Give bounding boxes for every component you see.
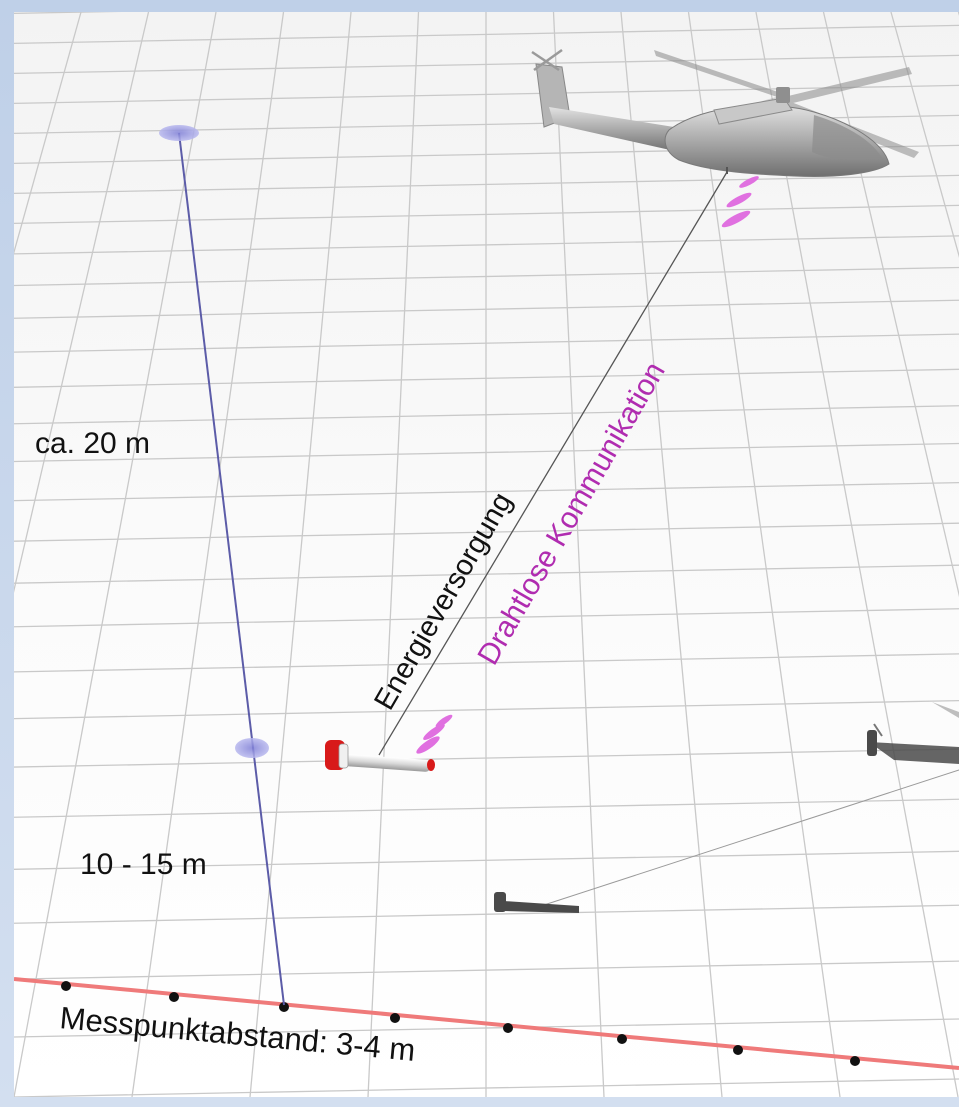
shadow-cable bbox=[543, 769, 959, 906]
measurement-point bbox=[279, 1002, 289, 1012]
measurement-point bbox=[617, 1034, 627, 1044]
measurement-point bbox=[390, 1013, 400, 1023]
diagram-svg: ca. 20 m 10 - 15 m Messpunktabstand: 3-4… bbox=[14, 12, 959, 1097]
helicopter-icon bbox=[531, 48, 919, 177]
top-marker bbox=[159, 125, 199, 141]
ground-grid bbox=[14, 12, 959, 1097]
measurement-point bbox=[850, 1056, 860, 1066]
mid-marker bbox=[235, 738, 269, 758]
height-measure-line bbox=[178, 132, 285, 1006]
measurement-point bbox=[61, 981, 71, 991]
power-cable bbox=[378, 171, 728, 756]
sensor-shadow-icon bbox=[494, 892, 579, 913]
offset-label: 10 - 15 m bbox=[80, 848, 207, 881]
height-label: ca. 20 m bbox=[35, 427, 150, 460]
measurement-point bbox=[503, 1023, 513, 1033]
measurement-point bbox=[169, 992, 179, 1002]
helicopter-shadow-icon bbox=[867, 702, 959, 764]
measurement-points bbox=[61, 981, 860, 1066]
sensor-probe-icon bbox=[325, 740, 435, 772]
wireless-signal-icon bbox=[416, 714, 453, 754]
wireless-signal-icon bbox=[721, 176, 759, 228]
measurement-point bbox=[733, 1045, 743, 1055]
diagram-scene: ca. 20 m 10 - 15 m Messpunktabstand: 3-4… bbox=[14, 12, 959, 1097]
